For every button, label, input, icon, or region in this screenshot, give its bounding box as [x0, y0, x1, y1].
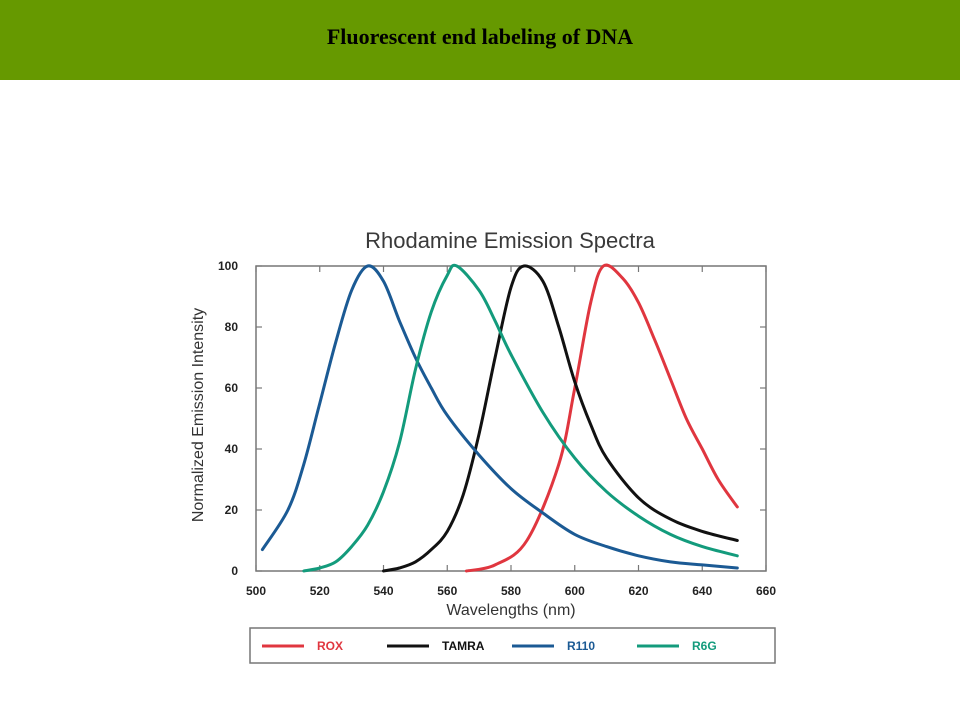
- x-tick-label: 640: [692, 584, 712, 598]
- series-line-r6g: [302, 263, 739, 573]
- legend: ROX TAMRA R110 R6G: [262, 639, 717, 653]
- x-tick-label: 500: [246, 584, 266, 598]
- legend-label-tamra: TAMRA: [442, 639, 485, 653]
- plot-frame: [255, 265, 767, 572]
- series-line-r110: [260, 264, 739, 570]
- y-tick-label: 0: [231, 564, 238, 578]
- slide-title: Fluorescent end labeling of DNA: [326, 24, 634, 49]
- x-tick-label: 520: [310, 584, 330, 598]
- x-tick-label: 560: [437, 584, 457, 598]
- y-tick-label: 80: [225, 320, 239, 334]
- y-axis: 0 20 40 60 80 100: [218, 259, 766, 578]
- legend-label-rox: ROX: [317, 639, 343, 653]
- y-tick-label: 100: [218, 259, 238, 273]
- series-lines: [260, 263, 739, 573]
- x-tick-label: 660: [756, 584, 776, 598]
- y-tick-label: 60: [225, 381, 239, 395]
- series-line-rox: [464, 263, 739, 573]
- y-tick-label: 40: [225, 442, 239, 456]
- slide-title-bar: Fluorescent end labeling of DNA: [0, 0, 960, 80]
- x-axis-title: Wavelengths (nm): [446, 602, 575, 619]
- x-tick-label: 620: [628, 584, 648, 598]
- x-tick-label: 580: [501, 584, 521, 598]
- series-line-tamra: [382, 264, 739, 573]
- legend-box: [249, 627, 776, 664]
- legend-label-r6g: R6G: [692, 639, 717, 653]
- legend-label-r110: R110: [567, 639, 595, 653]
- chart-title: Rhodamine Emission Spectra: [365, 228, 656, 253]
- y-axis-title: Normalized Emission Intensity: [190, 308, 207, 522]
- x-tick-label: 600: [565, 584, 585, 598]
- x-axis: 500 520 540 560 580 600 620 640 660: [246, 266, 776, 598]
- y-tick-label: 20: [225, 503, 239, 517]
- x-tick-label: 540: [373, 584, 393, 598]
